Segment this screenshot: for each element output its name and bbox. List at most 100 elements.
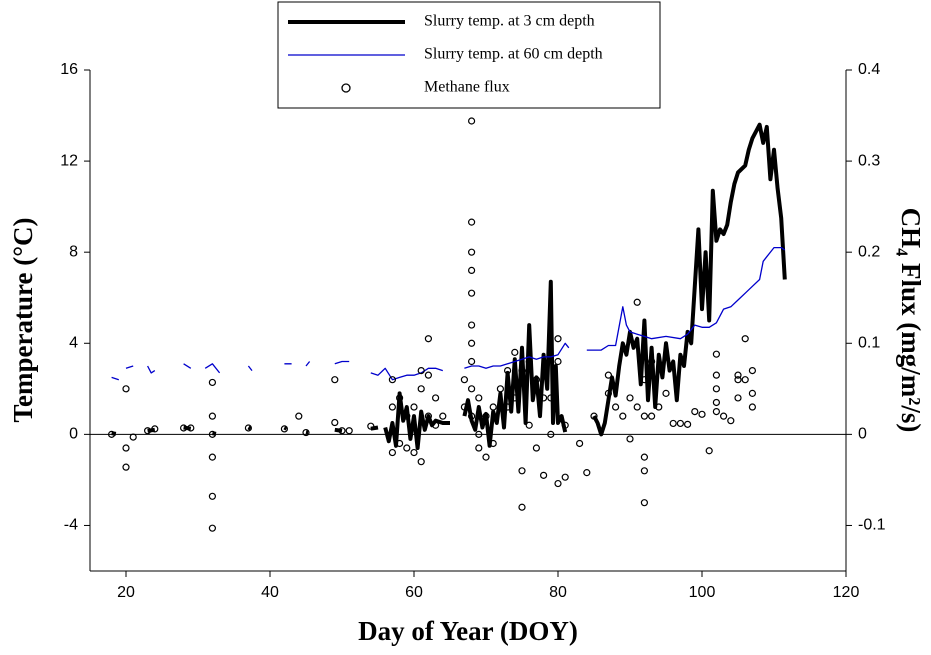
flux-point bbox=[575, 439, 584, 448]
y2-tick-label: 0.1 bbox=[858, 334, 880, 351]
flux-point bbox=[424, 335, 432, 343]
flux-point bbox=[619, 412, 627, 420]
legend-label: Slurry temp. at 60 cm depth bbox=[424, 46, 603, 63]
flux-point bbox=[698, 410, 706, 418]
flux-point bbox=[655, 403, 663, 411]
flux-point bbox=[748, 403, 757, 411]
flux-point bbox=[187, 424, 195, 432]
flux-point bbox=[410, 403, 418, 411]
flux-point bbox=[280, 425, 288, 433]
flux-point bbox=[626, 435, 634, 443]
flux-point bbox=[748, 367, 757, 375]
flux-point bbox=[468, 248, 476, 256]
flux-point bbox=[561, 421, 569, 429]
flux-point bbox=[302, 428, 310, 437]
flux-point bbox=[468, 117, 476, 125]
flux-point bbox=[727, 417, 735, 425]
flux-point bbox=[208, 378, 216, 387]
flux-point bbox=[640, 412, 649, 420]
flux-point bbox=[662, 389, 670, 397]
flux-point bbox=[403, 412, 411, 420]
flux-point bbox=[468, 357, 476, 366]
y2-tick-label: 0 bbox=[858, 426, 867, 443]
flux-point bbox=[460, 376, 468, 384]
flux-point bbox=[475, 444, 483, 452]
flux-point bbox=[705, 447, 713, 455]
flux-point bbox=[468, 385, 476, 393]
flux-point bbox=[489, 439, 497, 448]
flux-point bbox=[647, 357, 656, 366]
flux-point bbox=[482, 453, 490, 461]
flux-point bbox=[683, 420, 692, 428]
flux-point bbox=[432, 394, 440, 402]
flux-point bbox=[626, 394, 634, 402]
flux-point bbox=[129, 433, 137, 441]
flux-point bbox=[539, 394, 548, 402]
flux-point bbox=[475, 394, 483, 402]
flux-point bbox=[547, 430, 555, 438]
flux-point bbox=[338, 427, 346, 435]
flux-point bbox=[122, 463, 130, 471]
flux-point bbox=[388, 376, 396, 384]
x-tick-label: 20 bbox=[117, 584, 135, 601]
flux-point bbox=[633, 403, 641, 411]
flux-point bbox=[417, 458, 425, 466]
x-tick-label: 100 bbox=[689, 584, 716, 601]
flux-point bbox=[554, 335, 562, 343]
y-tick-label: 8 bbox=[69, 243, 78, 260]
flux-point bbox=[712, 398, 721, 407]
flux-point bbox=[468, 266, 476, 274]
flux-point bbox=[208, 492, 216, 500]
flux-point bbox=[417, 385, 425, 393]
flux-point bbox=[331, 418, 339, 427]
flux-point bbox=[489, 403, 497, 411]
flux-point bbox=[410, 448, 418, 457]
y-tick-label: 0 bbox=[69, 426, 78, 443]
flux-point bbox=[590, 412, 598, 420]
flux-point bbox=[208, 412, 216, 420]
flux-point bbox=[611, 403, 620, 411]
flux-point bbox=[417, 367, 425, 375]
flux-point bbox=[583, 469, 591, 477]
flux-point bbox=[633, 298, 641, 306]
flux-point bbox=[676, 419, 685, 428]
flux-point bbox=[532, 376, 541, 384]
flux-point bbox=[640, 376, 649, 384]
flux-point bbox=[712, 350, 721, 358]
flux-point bbox=[496, 385, 504, 393]
legend-label: Methane flux bbox=[424, 79, 510, 96]
y-tick-label: 16 bbox=[60, 61, 78, 78]
flux-point bbox=[396, 394, 404, 402]
flux-point bbox=[107, 430, 116, 438]
y2-axis-title: CH₄ Flux (mg/m²/s) bbox=[896, 208, 926, 433]
flux-point bbox=[475, 430, 483, 438]
flux-point bbox=[504, 367, 512, 375]
flux-point bbox=[331, 376, 339, 384]
flux-point bbox=[712, 371, 721, 379]
flux-point bbox=[511, 394, 519, 402]
y2-tick-label: 0.4 bbox=[858, 61, 880, 78]
flux-point bbox=[468, 321, 476, 329]
flux-point bbox=[439, 412, 447, 420]
temperature-line bbox=[111, 122, 787, 450]
flux-point bbox=[396, 439, 404, 448]
flux-point bbox=[518, 467, 526, 475]
flux-point bbox=[554, 357, 562, 366]
flux-point bbox=[604, 389, 613, 397]
y-tick-label: -4 bbox=[64, 517, 78, 534]
flux-point bbox=[403, 444, 411, 452]
flux-point bbox=[482, 412, 490, 420]
x-tick-label: 60 bbox=[405, 584, 423, 601]
x-axis-title: Day of Year (DOY) bbox=[358, 616, 578, 646]
y2-tick-label: 0.3 bbox=[858, 152, 880, 169]
flux-point bbox=[554, 479, 562, 488]
flux-point bbox=[345, 427, 353, 435]
flux-point bbox=[424, 412, 432, 420]
flux-point bbox=[691, 407, 699, 416]
flux-point bbox=[144, 427, 152, 435]
x-tick-label: 40 bbox=[261, 584, 279, 601]
flux-point bbox=[647, 412, 656, 420]
flux-point bbox=[518, 367, 526, 375]
flux-point bbox=[640, 467, 649, 475]
flux-point bbox=[525, 421, 533, 429]
